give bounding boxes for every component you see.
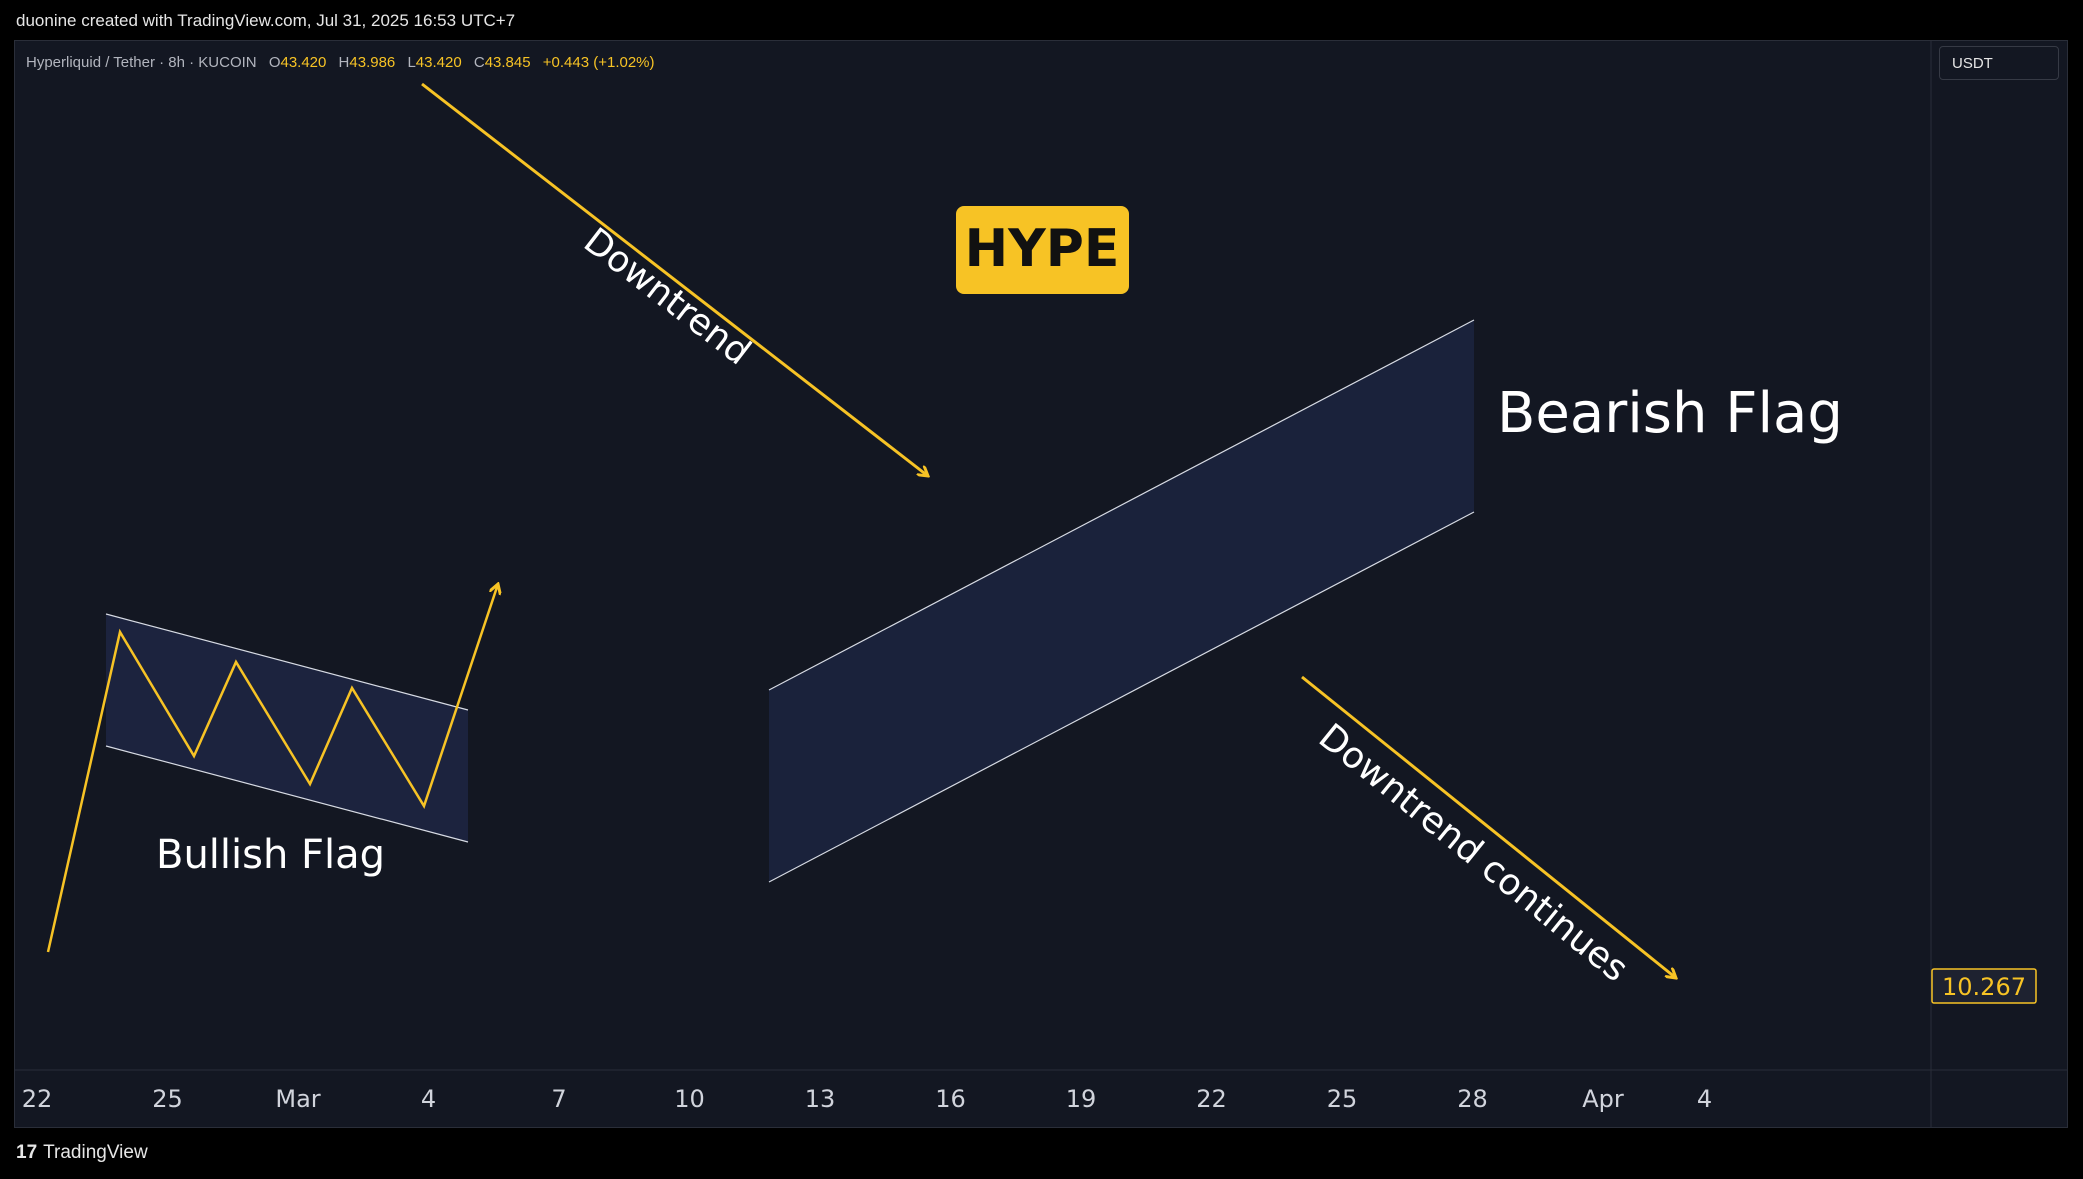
close-value: 43.845 — [484, 54, 531, 71]
time-tick-label: 16 — [935, 1085, 966, 1113]
time-tick-label: 4 — [1697, 1085, 1712, 1113]
bearish-flag-upper-line — [768, 319, 1475, 691]
ticker-badge-bg — [956, 206, 1129, 294]
time-tick-label: 10 — [674, 1085, 705, 1113]
last-price-badge — [1931, 968, 2037, 1004]
chart-credit: duonine created with TradingView.com, Ju… — [16, 11, 516, 30]
open-value: 43.420 — [280, 54, 327, 71]
downtrend-continues-arrow — [1301, 675, 1676, 978]
downtrend-arrow — [421, 82, 928, 476]
bullish-flag-zigzag-arrow — [46, 584, 498, 953]
bearish-flag-channel — [769, 320, 1474, 882]
time-tick-label: 28 — [1457, 1085, 1488, 1113]
high-label: H — [338, 54, 350, 71]
bottom-bar: 17 TradingView — [0, 1128, 2083, 1179]
bullish-flag-lower-line — [105, 745, 469, 843]
time-tick-label: 19 — [1066, 1085, 1097, 1113]
open-label: O — [268, 54, 281, 71]
symbol-name: Hyperliquid / Tether · 8h · KUCOIN — [26, 54, 257, 71]
symbol-legend[interactable]: Hyperliquid / Tether · 8h · KUCOIN O43.4… — [26, 54, 655, 71]
change-value: +0.443 (+1.02%) — [542, 54, 655, 71]
time-tick-label: 7 — [551, 1085, 566, 1113]
low-value: 43.420 — [415, 54, 462, 71]
tradingview-brand[interactable]: 17 TradingView — [16, 1142, 148, 1164]
time-tick-label: Apr — [1582, 1085, 1624, 1113]
time-tick-label: 25 — [152, 1085, 183, 1113]
time-tick-label: Mar — [275, 1085, 320, 1113]
time-tick-label: 22 — [1196, 1085, 1227, 1113]
bearish-flag-lower-line — [768, 511, 1475, 883]
high-value: 43.986 — [349, 54, 396, 71]
last-price-value: 10.267 — [1942, 973, 2026, 1001]
downtrend-label: Downtrend — [576, 220, 758, 373]
low-label: L — [407, 54, 416, 71]
bullish-flag-channel — [106, 614, 468, 842]
close-label: C — [473, 54, 485, 71]
bearish-flag-label: Bearish Flag — [1497, 381, 1843, 446]
time-axis[interactable]: 22 25 Mar 4 7 10 13 16 19 22 25 28 Apr 4 — [22, 1085, 1712, 1113]
top-bar: duonine created with TradingView.com, Ju… — [0, 0, 2083, 40]
currency-button[interactable]: USDT — [1939, 46, 2059, 80]
ticker-badge: HYPE — [965, 219, 1120, 279]
bullish-flag-label: Bullish Flag — [156, 832, 385, 878]
downtrend-continues-label: Downtrend continues — [1311, 716, 1636, 990]
bullish-flag-upper-line — [105, 613, 469, 711]
time-tick-label: 13 — [805, 1085, 836, 1113]
time-tick-label: 25 — [1327, 1085, 1358, 1113]
tradingview-logo-icon: 17 — [16, 1142, 38, 1163]
time-tick-label: 4 — [421, 1085, 436, 1113]
time-tick-label: 22 — [22, 1085, 53, 1113]
tradingview-brand-name: TradingView — [43, 1142, 148, 1163]
flag-patterns — [105, 319, 1475, 883]
